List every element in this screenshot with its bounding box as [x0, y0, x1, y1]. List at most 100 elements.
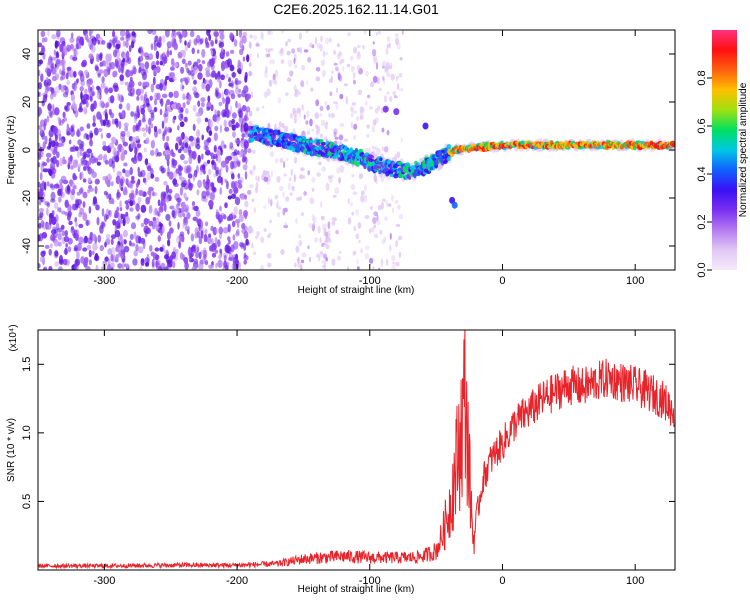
noise-blob [153, 98, 158, 106]
noise-blob [195, 111, 201, 118]
noise-blob [116, 194, 120, 200]
noise-blob [219, 30, 225, 35]
noise-blob [154, 217, 160, 225]
noise-blob [51, 56, 57, 61]
noise-blob [306, 80, 309, 85]
noise-blob [226, 156, 230, 162]
noise-blob [73, 49, 79, 56]
colorbar-tick-label: 0.6 [696, 118, 708, 133]
noise-blob [114, 229, 121, 238]
noise-blob [244, 200, 249, 208]
noise-blob [345, 96, 348, 105]
noise-blob [152, 67, 158, 75]
noise-blob [306, 110, 310, 118]
noise-blob [267, 197, 271, 205]
noise-blob [208, 233, 212, 238]
noise-blob [156, 262, 161, 270]
noise-blob [110, 238, 114, 246]
noise-blob [102, 145, 108, 151]
noise-blob [44, 266, 48, 270]
noise-blob [196, 112, 202, 117]
noise-blob [361, 113, 364, 120]
noise-blob [84, 33, 89, 41]
noise-blob [267, 30, 271, 36]
noise-blob [235, 231, 240, 237]
noise-blob [364, 215, 370, 219]
noise-blob [67, 184, 70, 192]
noise-blob [148, 125, 151, 135]
noise-blob [64, 86, 69, 95]
noise-blob [280, 47, 284, 55]
noise-blob [59, 157, 63, 167]
noise-blob [250, 72, 254, 76]
noise-blob [169, 128, 172, 133]
noise-blob [253, 207, 257, 214]
noise-blob [157, 235, 161, 242]
ridge-blob [267, 128, 274, 133]
noise-blob [196, 58, 201, 64]
noise-blob [249, 169, 253, 175]
noise-blob [171, 210, 176, 218]
noise-blob [118, 249, 122, 256]
noise-blob [243, 210, 248, 218]
noise-blob [51, 34, 57, 40]
noise-blob [228, 188, 233, 195]
noise-blob [196, 231, 201, 239]
noise-blob [237, 102, 242, 111]
noise-blob [82, 191, 88, 199]
noise-blob [206, 236, 212, 245]
noise-blob [294, 262, 297, 268]
noise-blob [231, 182, 236, 190]
noise-blob [325, 244, 330, 250]
noise-blob [310, 87, 314, 92]
noise-blob [311, 223, 316, 232]
noise-blob [120, 130, 126, 137]
noise-blob [180, 182, 186, 188]
noise-blob [251, 243, 254, 249]
noise-blob [337, 72, 341, 81]
noise-blob [130, 222, 137, 230]
noise-blob [121, 110, 125, 119]
noise-blob [247, 148, 252, 154]
noise-blob [73, 229, 78, 235]
noise-blob [55, 58, 61, 65]
noise-blob [248, 53, 253, 58]
noise-blob [352, 250, 357, 256]
noise-blob [119, 94, 124, 103]
noise-blob [111, 136, 117, 144]
noise-blob [109, 142, 114, 149]
noise-blob [329, 91, 333, 96]
noise-blob [140, 169, 146, 178]
noise-blob [208, 34, 212, 42]
noise-blob [380, 258, 384, 267]
noise-blob [280, 59, 285, 64]
noise-blob [373, 233, 379, 239]
noise-blob [153, 45, 157, 51]
noise-blob [214, 132, 217, 142]
noise-blob [94, 185, 98, 195]
noise-blob [377, 205, 382, 211]
noise-blob [232, 234, 236, 241]
noise-blob [97, 128, 103, 132]
noise-blob [130, 40, 135, 49]
noise-blob [292, 107, 296, 115]
noise-blob [283, 125, 289, 133]
noise-blob [298, 240, 303, 247]
noise-blob [112, 70, 118, 78]
noise-blob [137, 57, 141, 66]
noise-blob [83, 257, 89, 264]
noise-blob [395, 75, 398, 82]
noise-blob [356, 258, 359, 265]
noise-blob [62, 111, 66, 119]
noise-blob [44, 93, 48, 99]
noise-blob [79, 86, 84, 92]
noise-blob [386, 36, 391, 43]
noise-blob [122, 229, 128, 238]
noise-blob [164, 30, 170, 38]
noise-blob [163, 249, 169, 255]
noise-blob [241, 104, 247, 112]
noise-blob [91, 233, 97, 241]
noise-blob [110, 253, 114, 262]
noise-blob [353, 135, 356, 140]
noise-blob [213, 146, 217, 152]
